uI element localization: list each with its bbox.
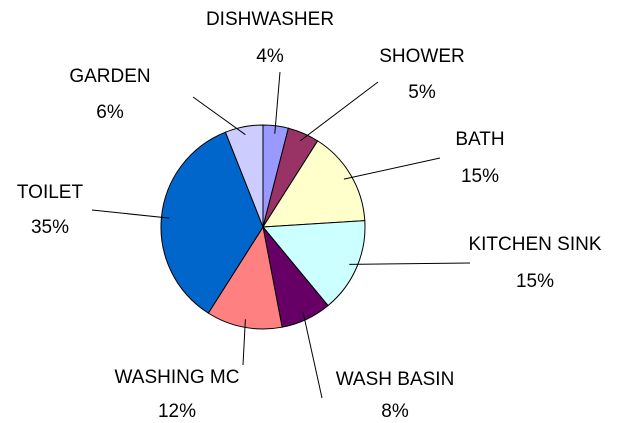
slice-label: WASHING MC xyxy=(115,367,240,388)
pie-slice xyxy=(262,140,366,228)
slice-value-label: 5% xyxy=(408,82,436,103)
slice-value-label: 12% xyxy=(158,401,196,422)
leader-line xyxy=(242,319,246,366)
leader-line xyxy=(192,96,246,136)
leader-line xyxy=(300,81,379,142)
slice-value-label: 4% xyxy=(256,46,284,67)
slice-value-label: 15% xyxy=(516,271,554,292)
leader-line xyxy=(302,311,323,399)
slice-label: TOILET xyxy=(17,182,84,203)
leader-line xyxy=(91,209,170,219)
slice-value-label: 15% xyxy=(461,166,499,187)
slice-value-label: 35% xyxy=(31,217,69,238)
slice-label: DISHWASHER xyxy=(206,9,334,30)
slice-label: SHOWER xyxy=(379,46,465,67)
pie-slice xyxy=(224,124,264,228)
pie-slice xyxy=(261,220,366,307)
slice-label: GARDEN xyxy=(69,66,150,87)
leader-line xyxy=(343,157,441,180)
slice-label: KITCHEN SINK xyxy=(468,234,601,255)
leader-line xyxy=(274,71,281,134)
slice-label: WASH BASIN xyxy=(336,369,455,390)
slice-value-label: 8% xyxy=(381,401,409,422)
pie-slice xyxy=(207,225,283,330)
slice-label: BATH xyxy=(455,129,504,150)
leader-line xyxy=(349,262,471,265)
slice-value-label: 6% xyxy=(96,102,124,123)
